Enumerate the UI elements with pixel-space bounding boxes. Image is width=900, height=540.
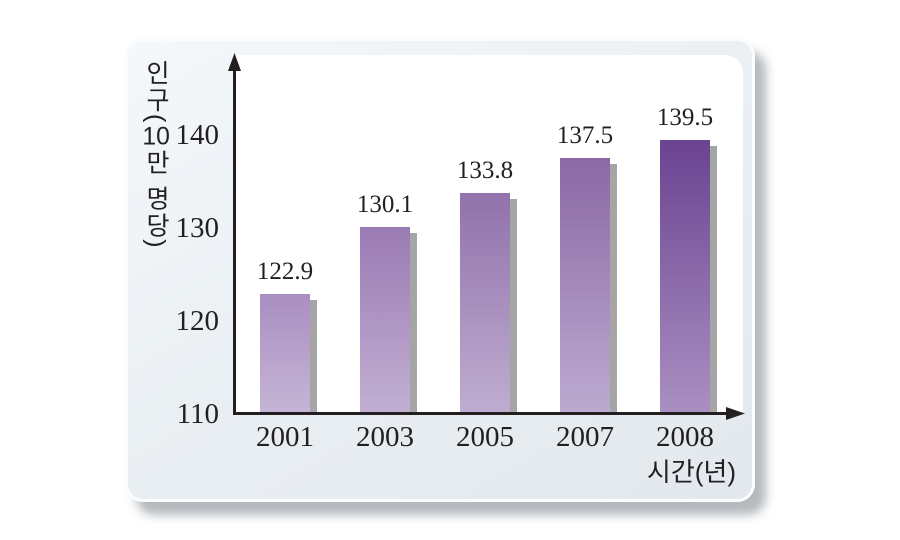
y-tick-130: 130 <box>175 212 220 244</box>
y-tick-140: 140 <box>175 119 220 151</box>
bar-2007 <box>560 158 610 414</box>
bars-layer <box>128 41 752 499</box>
category-label-2007: 2007 <box>556 421 614 453</box>
x-axis-arrowhead-icon <box>726 407 745 420</box>
y-axis-title-part: 인구( <box>142 60 170 125</box>
y-axis-title: 인구(10만 명당) <box>141 60 171 250</box>
bar-2003 <box>360 227 410 414</box>
value-label-2003: 130.1 <box>356 191 414 219</box>
value-label-2005: 133.8 <box>456 156 514 184</box>
bar-value-labels: 122.9 130.1 133.8 137.5 139.5 <box>128 41 752 499</box>
x-axis-title: 시간(년) <box>646 457 736 487</box>
chart-card: 인구(10만 명당) 140 130 120 110 2001 2003 2005 2007… <box>125 38 755 502</box>
bar-2005 <box>460 192 510 414</box>
y-axis-arrowhead-icon <box>228 53 241 71</box>
y-tick-120: 120 <box>175 305 220 337</box>
category-label-2003: 2003 <box>356 421 414 453</box>
y-tick-labels: 140 130 120 110 <box>128 41 752 499</box>
y-axis-title-number: 10 <box>142 124 170 150</box>
value-label-2001: 122.9 <box>256 258 314 286</box>
y-axis-title-part: 만 명당) <box>142 149 170 250</box>
axes <box>228 53 745 420</box>
category-label-2001: 2001 <box>256 421 314 453</box>
category-label-2005: 2005 <box>456 421 514 453</box>
bar-2001 <box>260 294 310 414</box>
y-tick-110: 110 <box>176 398 219 430</box>
category-label-2008: 2008 <box>656 421 714 453</box>
bar-2008 <box>660 139 710 414</box>
value-label-2007: 137.5 <box>556 122 614 150</box>
value-label-2008: 139.5 <box>656 103 714 131</box>
x-category-labels: 2001 2003 2005 2007 2008 <box>128 41 752 499</box>
